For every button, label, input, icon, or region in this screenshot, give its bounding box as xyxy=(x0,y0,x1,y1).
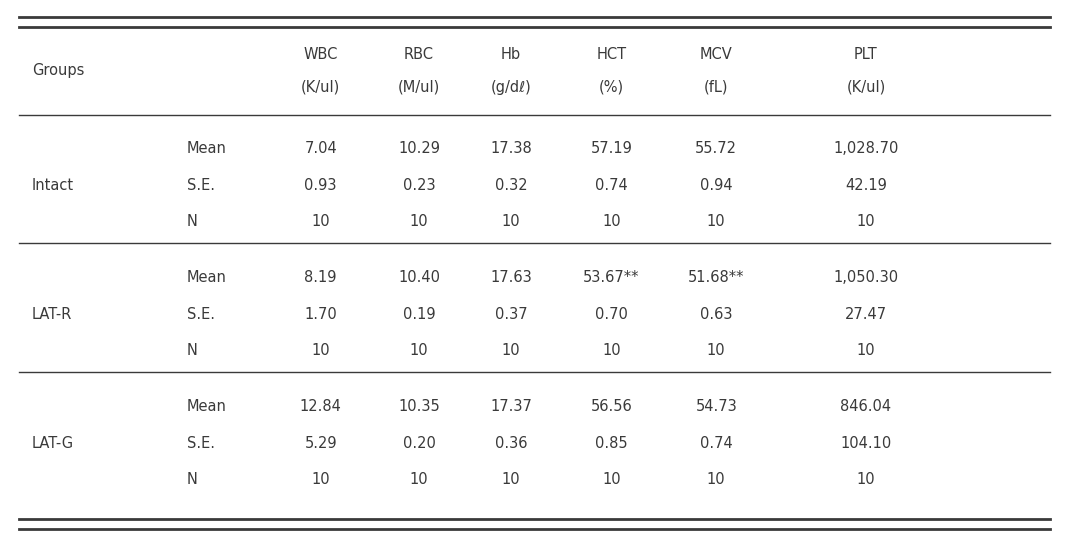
Text: (K/ul): (K/ul) xyxy=(301,80,340,95)
Text: 10: 10 xyxy=(602,472,621,487)
Text: 10: 10 xyxy=(311,343,330,358)
Text: Mean: Mean xyxy=(187,399,227,414)
Text: Groups: Groups xyxy=(32,63,84,79)
Text: 10: 10 xyxy=(501,472,521,487)
Text: N: N xyxy=(187,472,198,487)
Text: 10.35: 10.35 xyxy=(398,399,440,414)
Text: 10.40: 10.40 xyxy=(398,270,440,285)
Text: 12.84: 12.84 xyxy=(299,399,342,414)
Text: 5.29: 5.29 xyxy=(305,436,337,451)
Text: 10: 10 xyxy=(707,343,726,358)
Text: 10: 10 xyxy=(409,214,429,229)
Text: 0.32: 0.32 xyxy=(495,178,527,193)
Text: S.E.: S.E. xyxy=(187,178,215,193)
Text: 53.67**: 53.67** xyxy=(584,270,639,285)
Text: (fL): (fL) xyxy=(704,80,728,95)
Text: 10: 10 xyxy=(856,472,876,487)
Text: (K/ul): (K/ul) xyxy=(847,80,885,95)
Text: 17.63: 17.63 xyxy=(490,270,532,285)
Text: 27.47: 27.47 xyxy=(845,307,887,322)
Text: 56.56: 56.56 xyxy=(590,399,633,414)
Text: Mean: Mean xyxy=(187,141,227,156)
Text: 0.37: 0.37 xyxy=(495,307,527,322)
Text: 0.23: 0.23 xyxy=(403,178,435,193)
Text: 0.74: 0.74 xyxy=(595,178,628,193)
Text: 0.63: 0.63 xyxy=(700,307,732,322)
Text: Mean: Mean xyxy=(187,270,227,285)
Text: N: N xyxy=(187,214,198,229)
Text: 10: 10 xyxy=(707,472,726,487)
Text: MCV: MCV xyxy=(700,47,732,62)
Text: 0.94: 0.94 xyxy=(700,178,732,193)
Text: N: N xyxy=(187,343,198,358)
Text: 10: 10 xyxy=(501,343,521,358)
Text: LAT-R: LAT-R xyxy=(32,307,73,322)
Text: Hb: Hb xyxy=(501,47,521,62)
Text: LAT-G: LAT-G xyxy=(32,436,74,451)
Text: 10: 10 xyxy=(707,214,726,229)
Text: 10: 10 xyxy=(602,214,621,229)
Text: 846.04: 846.04 xyxy=(840,399,892,414)
Text: 42.19: 42.19 xyxy=(845,178,887,193)
Text: (%): (%) xyxy=(599,80,624,95)
Text: 55.72: 55.72 xyxy=(695,141,738,156)
Text: 10: 10 xyxy=(856,343,876,358)
Text: 57.19: 57.19 xyxy=(590,141,633,156)
Text: 0.36: 0.36 xyxy=(495,436,527,451)
Text: 10: 10 xyxy=(856,214,876,229)
Text: 0.85: 0.85 xyxy=(595,436,628,451)
Text: PLT: PLT xyxy=(854,47,878,62)
Text: 0.93: 0.93 xyxy=(305,178,337,193)
Text: 10: 10 xyxy=(501,214,521,229)
Text: 104.10: 104.10 xyxy=(840,436,892,451)
Text: 8.19: 8.19 xyxy=(305,270,337,285)
Text: RBC: RBC xyxy=(404,47,434,62)
Text: 17.38: 17.38 xyxy=(490,141,532,156)
Text: 7.04: 7.04 xyxy=(305,141,337,156)
Text: HCT: HCT xyxy=(597,47,626,62)
Text: 0.70: 0.70 xyxy=(595,307,628,322)
Text: 10: 10 xyxy=(311,214,330,229)
Text: 0.19: 0.19 xyxy=(403,307,435,322)
Text: 1.70: 1.70 xyxy=(305,307,337,322)
Text: 10: 10 xyxy=(409,472,429,487)
Text: S.E.: S.E. xyxy=(187,436,215,451)
Text: 54.73: 54.73 xyxy=(695,399,738,414)
Text: WBC: WBC xyxy=(304,47,338,62)
Text: (M/ul): (M/ul) xyxy=(398,80,440,95)
Text: 0.20: 0.20 xyxy=(403,436,435,451)
Text: 10: 10 xyxy=(311,472,330,487)
Text: S.E.: S.E. xyxy=(187,307,215,322)
Text: 1,028.70: 1,028.70 xyxy=(833,141,899,156)
Text: 17.37: 17.37 xyxy=(490,399,532,414)
Text: 10: 10 xyxy=(409,343,429,358)
Text: 0.74: 0.74 xyxy=(700,436,732,451)
Text: (g/dℓ): (g/dℓ) xyxy=(491,80,531,95)
Text: Intact: Intact xyxy=(32,178,74,193)
Text: 1,050.30: 1,050.30 xyxy=(834,270,898,285)
Text: 51.68**: 51.68** xyxy=(688,270,744,285)
Text: 10: 10 xyxy=(602,343,621,358)
Text: 10.29: 10.29 xyxy=(398,141,440,156)
